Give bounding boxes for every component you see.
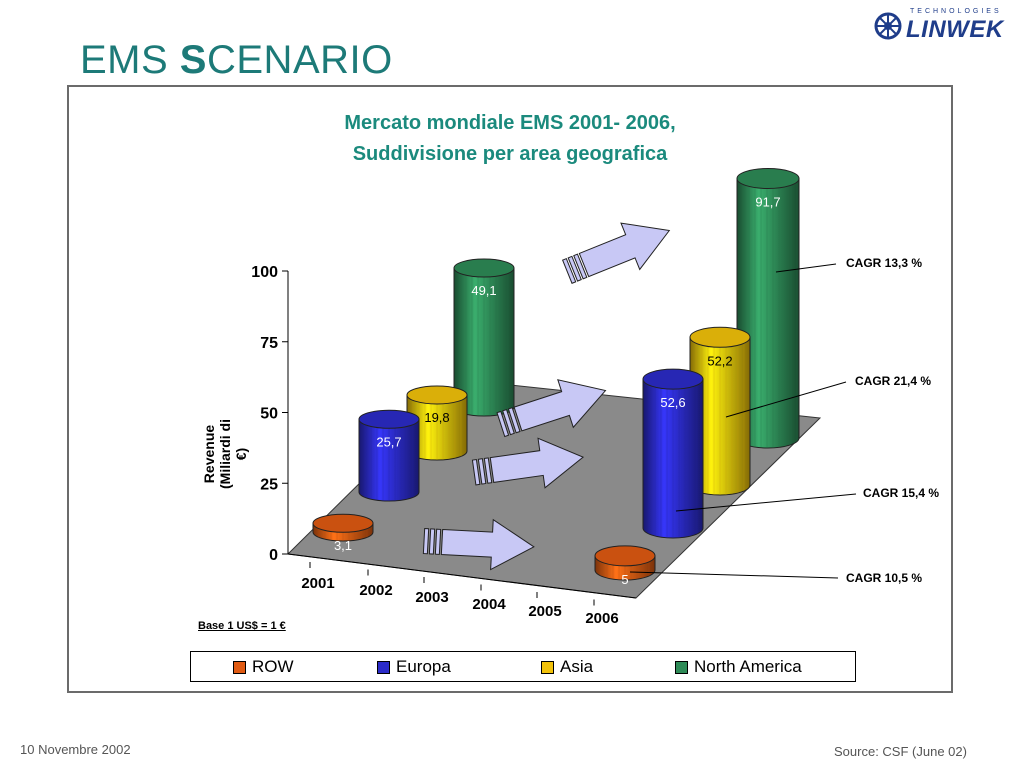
cagr-asia: CAGR 21,4 % xyxy=(855,374,932,388)
currency-note: Base 1 US$ = 1 € xyxy=(198,620,286,632)
footer-source: Source: CSF (June 02) xyxy=(834,744,967,759)
legend-item-asia: Asia xyxy=(541,657,593,677)
x-tick-label: 2006 xyxy=(585,610,618,627)
legend-label-row: ROW xyxy=(252,657,294,676)
growth-arrow-europa-shape-notch xyxy=(471,459,481,486)
bar-2001-europa-top xyxy=(358,409,420,429)
x-tick-label: 2001 xyxy=(301,575,334,592)
chart-legend: ROW Europa Asia North America xyxy=(190,651,856,682)
chart-title-line2: Suddivisione per area geografica xyxy=(352,143,668,165)
bar-2001-asia-top xyxy=(406,385,468,405)
bar-2001-row-top xyxy=(312,513,374,533)
cagr-europa: CAGR 15,4 % xyxy=(863,486,940,500)
logo-text: LINWEK xyxy=(906,16,1004,43)
growth-arrow-asia-shape xyxy=(513,379,607,432)
y-tick-label: 0 xyxy=(269,547,278,564)
legend-swatch-row xyxy=(233,660,246,674)
title-prefix: EMS xyxy=(80,38,180,82)
bar-2001-row-label: 3,1 xyxy=(334,538,352,553)
x-tick-label: 2004 xyxy=(472,596,506,613)
growth-arrow-north-america-shape-notch xyxy=(561,258,577,284)
y-axis-title: Revenue (Miliardi di €) xyxy=(201,419,249,489)
bar-2006-north-america-top xyxy=(736,167,800,189)
slide-title: EMS SCENARIO xyxy=(80,38,393,83)
legend-item-europa: Europa xyxy=(377,657,451,677)
growth-arrow-row-shape-notch xyxy=(428,528,436,555)
logo-small-text: TECHNOLOGIES xyxy=(910,8,1002,15)
growth-arrow-europa-shape-notch xyxy=(483,457,493,484)
bar-2006-row-label: 5 xyxy=(621,572,628,587)
bar-2006-asia-top xyxy=(689,326,751,348)
growth-arrow-north-america-shape xyxy=(578,222,671,278)
y-tick-label: 75 xyxy=(260,335,278,352)
cagr-leader-north-america xyxy=(775,263,837,273)
growth-arrow-row-shape xyxy=(440,518,535,571)
legend-label-asia: Asia xyxy=(560,657,594,676)
growth-arrow-asia xyxy=(496,379,607,438)
legend-label-north-america: North America xyxy=(694,657,802,676)
legend-swatch-europa xyxy=(377,660,390,674)
bar-2006-asia-label: 52,2 xyxy=(707,353,732,368)
bar-2006-row-top xyxy=(594,545,656,567)
x-tick-label: 2005 xyxy=(528,603,561,620)
growth-arrow-europa-shape-notch xyxy=(477,458,487,485)
bar-2006-europa-top xyxy=(642,368,704,390)
growth-arrow-north-america xyxy=(561,222,671,284)
growth-arrow-europa-shape xyxy=(489,437,585,489)
growth-arrow-north-america-shape-notch xyxy=(567,255,582,282)
gear-wheel-icon xyxy=(874,12,902,40)
x-tick-label: 2002 xyxy=(359,582,392,599)
y-tick-label: 50 xyxy=(260,406,278,423)
title-big-letter: S xyxy=(179,38,207,82)
bar-2001-asia-label: 19,8 xyxy=(424,410,449,425)
y-axis-title-line1: Revenue xyxy=(201,424,217,484)
bar-2006-north-america-label: 91,7 xyxy=(755,194,780,209)
bar-2001-north-america-label: 49,1 xyxy=(471,283,496,298)
cagr-leader-asia xyxy=(725,381,847,418)
legend-label-europa: Europa xyxy=(396,657,451,676)
y-tick-label: 25 xyxy=(260,476,278,493)
footer-date: 10 Novembre 2002 xyxy=(20,742,131,757)
legend-item-row: ROW xyxy=(233,657,294,677)
legend-swatch-north-america xyxy=(675,660,688,674)
growth-arrow-asia-shape-notch xyxy=(507,407,521,434)
cagr-row: CAGR 10,5 % xyxy=(846,571,923,585)
growth-arrow-asia-shape-notch xyxy=(496,410,510,438)
growth-arrow-row xyxy=(422,518,535,571)
cagr-leader-europa xyxy=(675,493,857,512)
company-logo: TECHNOLOGIES LINWEK xyxy=(874,8,1014,43)
bar-2001-north-america-top xyxy=(453,258,515,278)
legend-swatch-asia xyxy=(541,660,554,674)
bar-2001-europa-label: 25,7 xyxy=(376,434,401,449)
chart-title-line1: Mercato mondiale EMS 2001- 2006, xyxy=(344,112,676,134)
legend-item-north-america: North America xyxy=(675,657,802,677)
y-axis-title-line2: (Miliardi di €) xyxy=(217,419,249,489)
growth-arrow-row-shape-notch xyxy=(422,528,430,555)
growth-arrow-north-america-shape-notch xyxy=(573,253,588,280)
growth-arrow-asia-shape-notch xyxy=(502,408,515,436)
title-suffix: CENARIO xyxy=(206,38,393,82)
x-tick-label: 2003 xyxy=(415,589,448,606)
growth-arrow-europa xyxy=(471,437,585,489)
x-axis-line xyxy=(287,553,637,599)
cagr-leader-row xyxy=(629,571,839,579)
growth-arrow-row-shape-notch xyxy=(434,528,442,555)
bar-2006-europa-label: 52,6 xyxy=(660,395,685,410)
y-tick-label: 100 xyxy=(251,264,278,281)
cagr-north-america: CAGR 13,3 % xyxy=(846,256,923,270)
